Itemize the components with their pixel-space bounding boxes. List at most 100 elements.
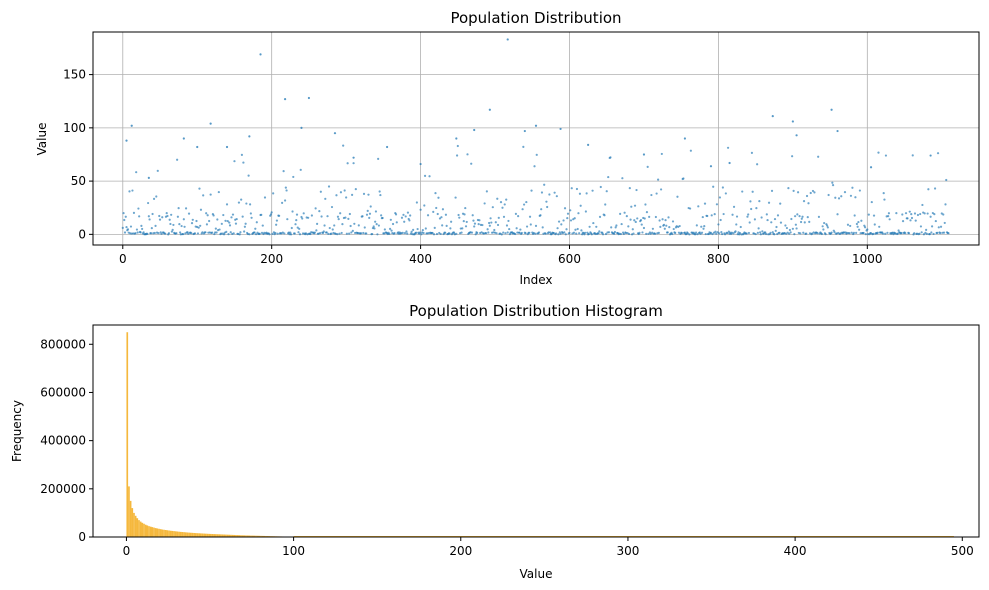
- histogram-xtick-label: 500: [951, 544, 974, 558]
- scatter-point: [716, 231, 719, 234]
- scatter-point: [785, 226, 789, 230]
- scatter-point: [456, 144, 459, 148]
- scatter-point: [376, 233, 379, 236]
- scatter-point: [195, 219, 198, 223]
- scatter-point: [778, 231, 781, 234]
- scatter-point: [298, 233, 302, 236]
- scatter-point: [240, 153, 244, 156]
- scatter-point: [226, 219, 229, 223]
- scatter-point: [709, 231, 713, 234]
- scatter-point: [884, 232, 887, 235]
- scatter-point: [206, 214, 209, 217]
- scatter-point: [406, 211, 410, 214]
- scatter-point: [375, 223, 378, 226]
- scatter-point: [674, 231, 677, 235]
- scatter-point: [325, 231, 328, 234]
- scatter-point: [395, 221, 398, 224]
- scatter-point: [434, 192, 437, 195]
- scatter-point: [767, 201, 771, 204]
- scatter-point: [283, 199, 287, 202]
- scatter-point: [647, 232, 650, 235]
- scatter-point: [765, 213, 768, 216]
- scatter-point: [137, 207, 140, 210]
- scatter-point: [320, 215, 323, 218]
- scatter-point: [862, 231, 865, 235]
- scatter-point: [520, 231, 523, 235]
- scatter-point: [566, 217, 569, 220]
- scatter-point: [209, 122, 212, 125]
- scatter-point: [601, 233, 605, 236]
- histogram-bar: [141, 522, 144, 537]
- scatter-point: [534, 124, 538, 127]
- scatter-point: [191, 218, 194, 221]
- scatter-point: [615, 224, 618, 227]
- scatter-point: [271, 232, 274, 235]
- scatter-point: [855, 222, 858, 226]
- scatter-point: [640, 223, 643, 226]
- scatter-point: [228, 221, 231, 224]
- histogram-bar: [154, 528, 157, 537]
- scatter-point: [573, 217, 576, 220]
- scatter-point: [565, 228, 568, 231]
- scatter-point: [942, 213, 945, 216]
- scatter-point: [717, 223, 720, 226]
- scatter-point: [754, 232, 757, 236]
- scatter-point: [658, 219, 661, 222]
- scatter-point: [286, 218, 289, 221]
- histogram-bar: [233, 534, 236, 537]
- scatter-point: [283, 232, 286, 235]
- scatter-point: [372, 225, 375, 228]
- scatter-point: [419, 208, 422, 211]
- scatter-point: [529, 223, 532, 226]
- histogram-bar: [263, 535, 266, 537]
- scatter-point: [850, 231, 853, 234]
- scatter-point: [751, 190, 754, 193]
- histogram-bar: [146, 525, 149, 537]
- histogram-bar: [255, 535, 257, 537]
- scatter-point: [712, 185, 715, 188]
- scatter-point: [260, 231, 264, 234]
- histogram-bar: [143, 523, 145, 537]
- scatter-point: [322, 230, 325, 233]
- scatter-point: [747, 213, 750, 216]
- scatter-point: [921, 203, 924, 207]
- scatter-point: [525, 225, 529, 228]
- scatter-point: [774, 229, 777, 232]
- scatter-point: [864, 233, 867, 236]
- scatter-point: [202, 194, 205, 197]
- scatter-point: [688, 233, 691, 236]
- scatter-point: [720, 230, 723, 234]
- scatter-point: [125, 226, 128, 229]
- scatter-point: [517, 215, 520, 218]
- scatter-point: [345, 196, 348, 199]
- scatter-point: [666, 231, 669, 234]
- scatter-point: [181, 232, 185, 236]
- scatter-point: [389, 218, 392, 221]
- histogram-bar: [169, 530, 172, 537]
- scatter-point: [310, 214, 313, 217]
- scatter-point: [553, 191, 556, 194]
- scatter-point: [333, 132, 337, 135]
- scatter-point: [848, 232, 851, 235]
- histogram-bar: [245, 535, 247, 537]
- scatter-point: [887, 215, 890, 218]
- scatter-point: [336, 232, 339, 236]
- scatter-ytick-label: 50: [71, 174, 86, 188]
- scatter-point: [403, 231, 407, 235]
- scatter-point: [655, 192, 658, 195]
- histogram-xtick-label: 400: [784, 544, 807, 558]
- histogram-bar: [258, 535, 261, 537]
- scatter-point: [474, 233, 477, 236]
- scatter-point: [884, 154, 888, 157]
- scatter-point: [757, 227, 760, 230]
- scatter-point: [228, 224, 232, 227]
- scatter-point: [806, 215, 809, 219]
- scatter-point: [808, 220, 811, 223]
- scatter-point: [282, 170, 285, 173]
- scatter-point: [154, 224, 157, 227]
- scatter-point: [682, 177, 685, 180]
- histogram-bar: [221, 534, 224, 537]
- scatter-point: [316, 222, 319, 225]
- scatter-point: [156, 169, 159, 172]
